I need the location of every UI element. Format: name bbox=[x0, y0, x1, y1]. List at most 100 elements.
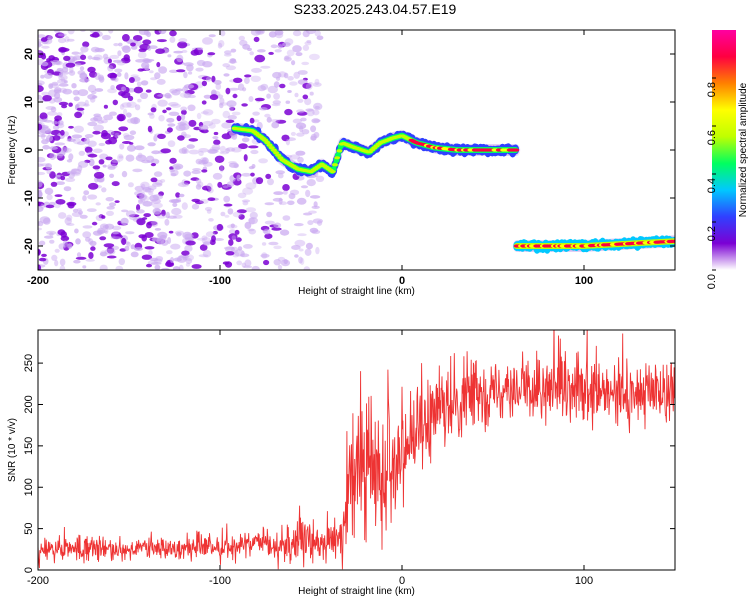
spectrogram-noise-blob bbox=[137, 51, 147, 59]
spectrogram-noise-blob bbox=[263, 228, 271, 235]
spectrogram-noise-blob bbox=[266, 211, 273, 218]
spectrogram-noise-blob bbox=[296, 109, 305, 114]
spectrogram-noise-blob bbox=[122, 45, 131, 53]
spectrogram-noise-blob bbox=[138, 199, 143, 205]
spectrogram-noise-blob bbox=[225, 251, 235, 256]
spectrogram-noise-blob bbox=[224, 50, 232, 55]
spectrogram-noise-blob bbox=[298, 248, 304, 252]
spectrogram-x-tick-label: 0 bbox=[399, 275, 405, 287]
spectrogram-noise-blob bbox=[271, 227, 282, 231]
colorbar-tick-label: 0.0 bbox=[706, 274, 718, 289]
spectrogram-noise-blob bbox=[170, 199, 182, 203]
spectrogram-noise-blob bbox=[57, 120, 64, 126]
spectrogram-noise-blob bbox=[315, 246, 320, 255]
spectrogram-noise-blob bbox=[124, 72, 129, 80]
spectrogram-marks bbox=[38, 30, 675, 270]
spectrogram-noise-blob bbox=[46, 128, 52, 135]
spectrogram-noise-blob bbox=[176, 232, 182, 237]
spectrogram-noise-blob bbox=[77, 89, 89, 97]
snr-y-tick-label: 0 bbox=[23, 567, 35, 573]
spectrogram-noise-blob bbox=[152, 182, 163, 187]
spectrogram-noise-blob bbox=[201, 235, 208, 241]
spectrogram-noise-blob bbox=[172, 163, 184, 170]
spectrogram-noise-blob bbox=[106, 206, 115, 210]
spectrogram-noise-blob bbox=[259, 107, 268, 111]
spectrogram-noise-blob bbox=[148, 250, 153, 256]
spectrogram-noise-blob bbox=[153, 171, 163, 177]
spectrogram-noise-blob bbox=[84, 99, 89, 107]
spectrogram-noise-blob bbox=[44, 72, 53, 79]
spectrogram-noise-blob bbox=[51, 254, 58, 261]
spectrogram-noise-blob bbox=[311, 118, 321, 124]
spectrogram-noise-blob bbox=[82, 195, 87, 202]
spectrogram-noise-blob bbox=[284, 55, 290, 60]
spectrogram-noise-blob bbox=[177, 182, 189, 188]
spectrogram-noise-blob bbox=[292, 45, 302, 53]
spectrogram-noise-blob bbox=[294, 239, 306, 247]
spectrogram-noise-blob bbox=[87, 66, 96, 73]
spectrogram-noise-blob bbox=[90, 97, 96, 103]
spectrogram-noise-blob bbox=[169, 69, 179, 74]
spectrogram-noise-blob bbox=[294, 254, 299, 258]
spectrogram-noise-blob bbox=[186, 144, 195, 149]
spectrogram-noise-blob bbox=[223, 195, 231, 203]
spectrogram-noise-blob bbox=[38, 201, 45, 207]
spectrogram-noise-blob bbox=[93, 171, 105, 179]
spectrogram-noise-blob bbox=[213, 80, 222, 85]
spectrogram-noise-blob bbox=[102, 225, 109, 229]
spectrogram-noise-blob bbox=[176, 54, 184, 63]
spectrogram-noise-blob bbox=[241, 172, 252, 177]
spectrogram-noise-blob bbox=[200, 157, 207, 162]
spectrogram-noise-blob bbox=[40, 74, 45, 79]
spectrogram-noise-blob bbox=[54, 248, 60, 253]
snr-x-tick-label: 100 bbox=[575, 575, 593, 587]
spectrogram-noise-blob bbox=[130, 244, 136, 250]
spectrogram-track-core bbox=[270, 148, 277, 152]
spectrogram-noise-blob bbox=[150, 163, 156, 167]
spectrogram-noise-blob bbox=[316, 35, 324, 41]
spectrogram-noise-blob bbox=[156, 214, 167, 219]
spectrogram-noise-blob bbox=[252, 111, 260, 116]
spectrogram-noise-blob bbox=[144, 246, 155, 250]
spectrogram-noise-blob bbox=[111, 181, 120, 187]
spectrogram-noise-blob bbox=[61, 104, 68, 109]
spectrogram-noise-blob bbox=[229, 162, 239, 168]
spectrogram-noise-blob bbox=[60, 175, 66, 181]
spectrogram-noise-blob bbox=[135, 154, 147, 162]
spectrogram-noise-blob bbox=[54, 87, 62, 92]
spectrogram-noise-blob bbox=[141, 234, 147, 242]
spectrogram-noise-blob bbox=[49, 171, 56, 179]
spectrogram-noise-blob bbox=[90, 246, 96, 251]
spectrogram-noise-blob bbox=[202, 109, 214, 116]
spectrogram-noise-blob bbox=[177, 41, 188, 49]
spectrogram-noise-blob bbox=[310, 125, 317, 133]
spectrogram-noise-blob bbox=[243, 265, 253, 269]
spectrogram-noise-blob bbox=[38, 163, 44, 167]
spectrogram-noise-blob bbox=[226, 181, 235, 188]
spectrogram-noise-blob bbox=[108, 63, 117, 70]
spectrogram-noise-blob bbox=[65, 62, 76, 68]
spectrogram-noise-blob bbox=[230, 223, 235, 229]
spectrogram-noise-blob bbox=[307, 220, 314, 226]
spectrogram-track-core bbox=[264, 140, 271, 145]
spectrogram-noise-blob bbox=[187, 104, 196, 112]
spectrogram-noise-blob bbox=[160, 148, 171, 154]
spectrogram-noise-blob bbox=[121, 209, 129, 213]
spectrogram-noise-blob bbox=[68, 70, 76, 76]
spectrogram-noise-blob bbox=[169, 169, 175, 173]
snr-y-tick-label: 150 bbox=[23, 437, 35, 455]
spectrogram-noise-blob bbox=[136, 209, 145, 214]
spectrogram-noise-blob bbox=[126, 144, 136, 152]
spectrogram-noise-blob bbox=[126, 101, 137, 108]
spectrogram-noise-blob bbox=[208, 34, 216, 38]
spectrogram-y-tick-label: -10 bbox=[23, 190, 35, 206]
snr-frame bbox=[37, 329, 676, 571]
spectrogram-noise-blob bbox=[58, 83, 69, 87]
spectrogram-noise-blob bbox=[201, 100, 207, 105]
spectrogram-noise-blob bbox=[249, 51, 254, 56]
spectrogram-noise-blob bbox=[55, 181, 65, 186]
spectrogram-noise-blob bbox=[45, 163, 52, 170]
spectrogram-noise-blob bbox=[95, 202, 101, 206]
spectrogram-noise-blob bbox=[215, 83, 222, 90]
spectrogram-noise-blob bbox=[169, 157, 177, 164]
